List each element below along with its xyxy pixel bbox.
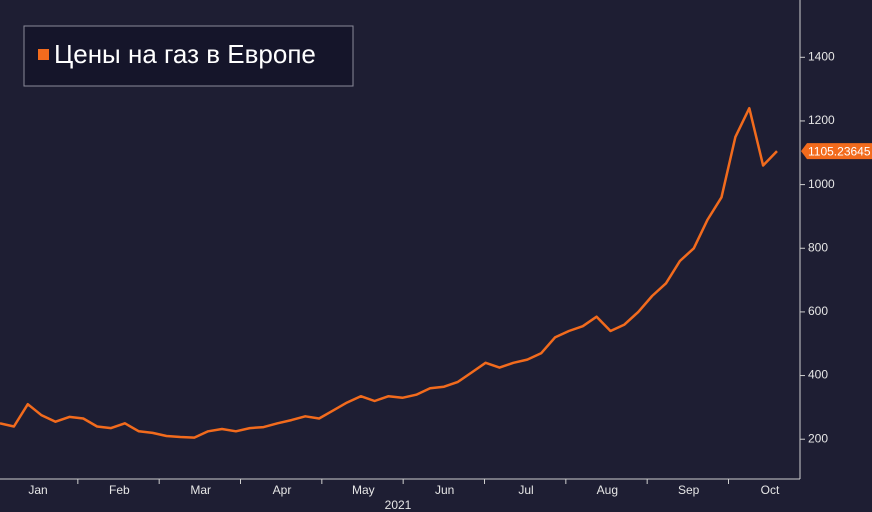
legend-label: Цены на газ в Европе [54,39,316,69]
x-tick-label: May [352,483,375,497]
last-value-label: 1105.23645 [808,144,871,158]
x-tick-label: Aug [597,483,618,497]
y-tick-label: 1400 [808,49,835,63]
legend-box [23,25,354,87]
x-tick-label: Mar [190,483,211,497]
y-tick-label: 200 [808,431,828,445]
y-tick-label: 1200 [808,113,835,127]
x-tick-label: Jun [435,483,454,497]
y-tick-label: 400 [808,368,828,382]
x-tick-label: Jan [28,483,47,497]
x-tick-label: Feb [109,483,130,497]
x-tick-label: Jul [518,483,533,497]
y-tick-label: 800 [808,240,828,254]
legend-swatch [38,49,49,60]
last-value-tag [801,143,872,160]
x-tick-label: Apr [273,483,292,497]
plot [0,106,778,439]
line [0,106,778,439]
y-tick-label: 1000 [808,177,835,191]
year-label: 2021 [385,498,412,512]
x-tick-label: Sep [678,483,700,497]
x-tick-label: Oct [761,483,780,497]
y-tick-label: 600 [808,304,828,318]
